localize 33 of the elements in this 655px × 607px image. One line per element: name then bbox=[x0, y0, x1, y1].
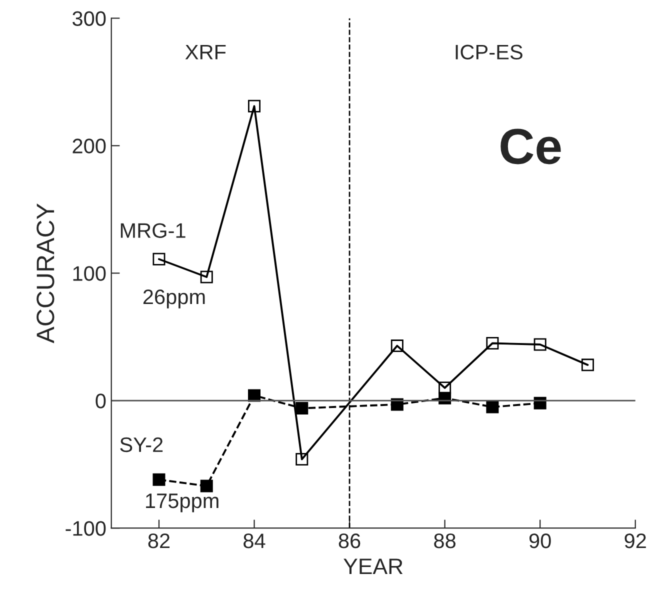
point bbox=[248, 100, 261, 112]
point bbox=[200, 270, 213, 284]
y-tick-label: -100 bbox=[66, 521, 106, 536]
annotation: 26ppm bbox=[143, 289, 205, 308]
point bbox=[152, 473, 166, 486]
x-tick-label: 90 bbox=[529, 534, 551, 548]
x-tick-label: 84 bbox=[244, 534, 266, 548]
point bbox=[152, 252, 166, 266]
y-tick-label: 0 bbox=[96, 394, 106, 408]
annotation: 175ppm bbox=[146, 494, 218, 512]
point bbox=[296, 402, 308, 415]
point bbox=[296, 453, 308, 466]
y-axis-title: ACCURACY bbox=[36, 204, 54, 344]
point bbox=[390, 340, 404, 352]
y-tick-label: 300 bbox=[72, 11, 106, 26]
x-tick-label: 86 bbox=[338, 534, 360, 548]
x-tick-label: 88 bbox=[434, 534, 456, 548]
x-axis-title: YEAR bbox=[344, 558, 403, 574]
series-label: MRG-1 bbox=[120, 223, 186, 238]
annotation: XRF bbox=[185, 44, 226, 60]
y-tick-label: 200 bbox=[72, 138, 106, 154]
point bbox=[581, 358, 594, 372]
point bbox=[486, 337, 499, 350]
annotation: Ce bbox=[500, 128, 561, 164]
point bbox=[534, 338, 546, 351]
x-tick-label: 92 bbox=[624, 534, 646, 548]
point bbox=[438, 382, 452, 394]
point bbox=[200, 480, 213, 492]
series-label: SY-2 bbox=[120, 437, 163, 452]
y-tick-label: 100 bbox=[73, 266, 106, 281]
annotation: ICP-ES bbox=[456, 44, 522, 60]
x-tick-label: 82 bbox=[148, 534, 170, 548]
point bbox=[486, 400, 499, 414]
